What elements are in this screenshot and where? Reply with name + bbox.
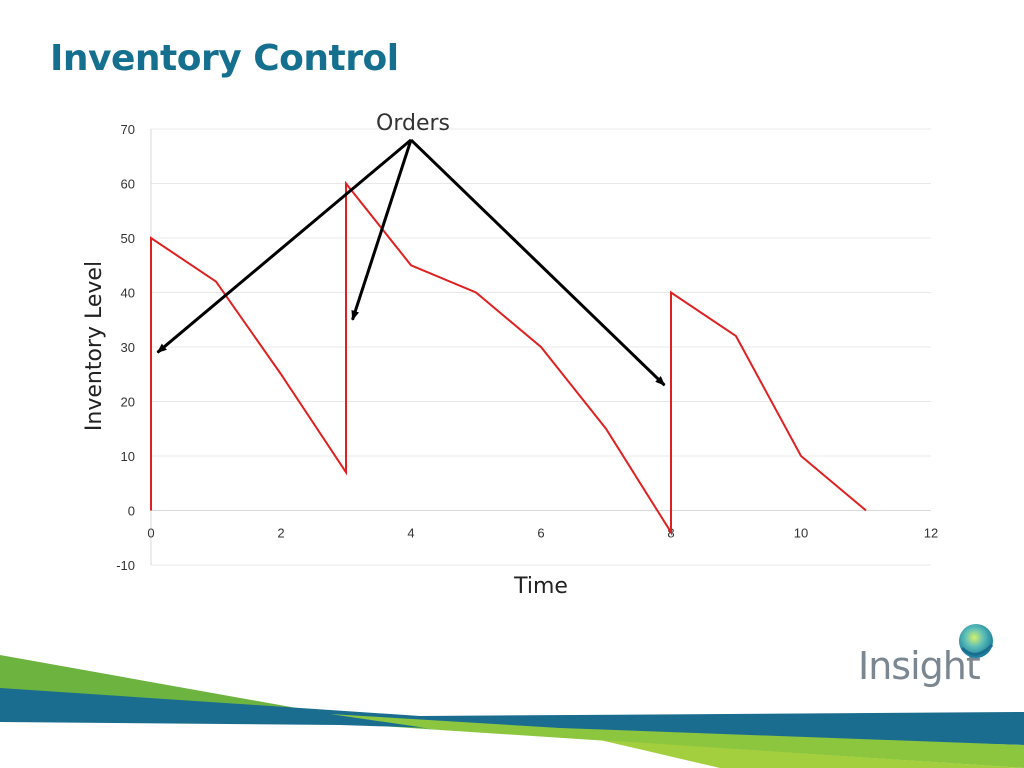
annotation-label-orders: Orders — [376, 111, 450, 136]
annotation-arrow — [156, 138, 412, 354]
slide-title: Inventory Control — [50, 38, 399, 79]
x-tick-label: 12 — [924, 526, 938, 541]
x-tick-label: 2 — [277, 526, 284, 541]
y-tick-label: 60 — [121, 177, 135, 192]
annotation-arrow — [351, 139, 413, 321]
x-axis-title: Time — [513, 574, 568, 599]
chart-annotations: Orders — [156, 111, 666, 387]
band-lime — [600, 740, 1024, 768]
x-tick-label: 0 — [147, 526, 154, 541]
y-tick-label: 40 — [121, 286, 135, 301]
y-tick-label: 30 — [121, 340, 135, 355]
chart-series — [150, 180, 867, 536]
y-tick-label: 70 — [121, 122, 135, 137]
x-tick-label: 4 — [407, 526, 414, 541]
x-tick-label: 10 — [794, 526, 808, 541]
y-tick-label: 0 — [128, 504, 135, 519]
y-tick-label: -10 — [116, 558, 135, 573]
annotation-arrow — [409, 138, 666, 387]
y-tick-label: 20 — [121, 395, 135, 410]
y-tick-label: 50 — [121, 231, 135, 246]
series-line-inventory — [150, 180, 867, 536]
y-tick-label: 10 — [121, 449, 135, 464]
insight-logo-text: Insight — [858, 644, 981, 688]
x-tick-label: 6 — [537, 526, 544, 541]
band-green-right — [330, 714, 1024, 768]
y-axis-title: Inventory Level — [82, 261, 107, 431]
band-blue — [0, 688, 1024, 745]
